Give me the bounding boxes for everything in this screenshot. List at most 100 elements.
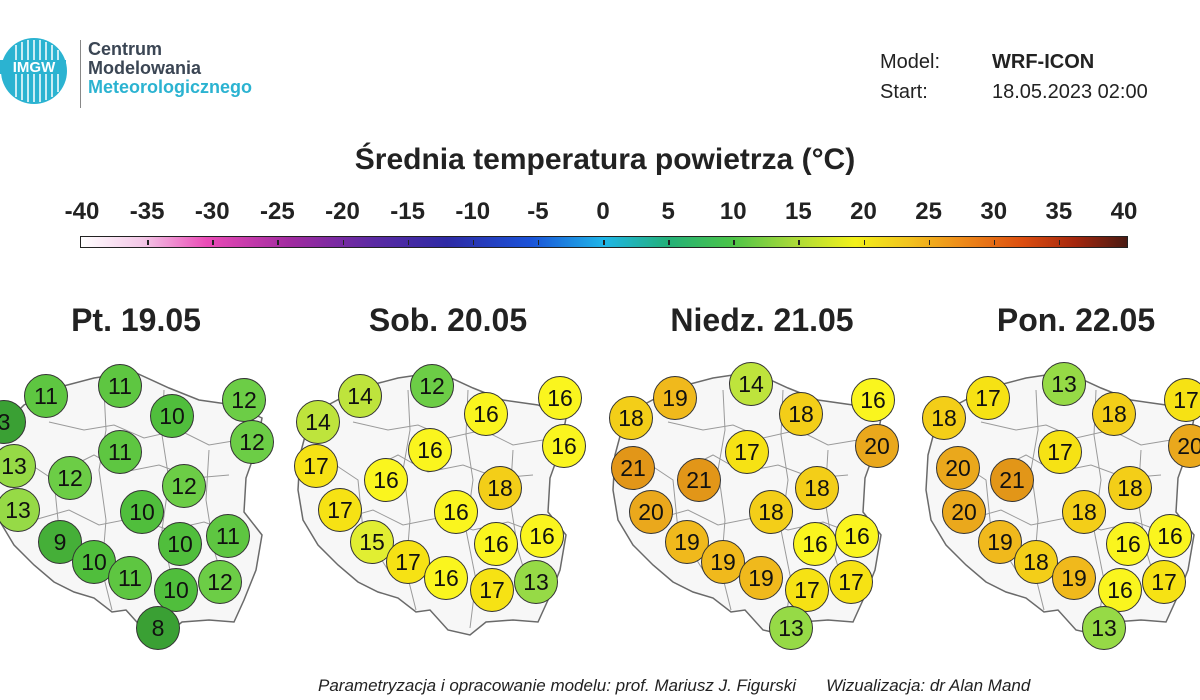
logo-text: IMGW	[13, 59, 56, 76]
scale-tick	[1058, 240, 1061, 245]
temperature-marker: 19	[665, 520, 709, 564]
temperature-marker: 16	[520, 514, 564, 558]
temperature-colorbar	[80, 236, 1128, 248]
logo-emblem: IMGW	[0, 38, 67, 104]
temperature-marker: 18	[609, 396, 653, 440]
scale-tick	[342, 240, 344, 245]
scale-label: 15	[785, 198, 812, 225]
temperature-marker: 13	[0, 488, 40, 532]
org-line-1: Centrum	[88, 39, 163, 59]
scale-label: -15	[390, 198, 425, 225]
scale-label: -30	[194, 198, 230, 225]
start-label: Start:	[880, 81, 928, 103]
scale-tick	[147, 240, 149, 245]
temperature-marker: 13	[1082, 606, 1126, 650]
temperature-marker: 18	[1062, 490, 1106, 534]
temperature-marker: 11	[98, 364, 142, 408]
temperature-marker: 19	[653, 376, 697, 420]
model-value: WRF-ICON	[992, 51, 1095, 73]
temperature-marker: 13	[769, 606, 813, 650]
temperature-marker: 8	[136, 606, 180, 650]
temperature-marker: 18	[478, 466, 522, 510]
temperature-marker: 10	[150, 394, 194, 438]
scale-tick	[537, 240, 540, 245]
temperature-marker: 13	[0, 444, 36, 488]
start-value: 18.05.2023 02:00	[992, 81, 1148, 103]
imgw-logo: IMGW Centrum Modelowania Meteorologiczne…	[0, 36, 300, 116]
scale-label: -35	[129, 198, 165, 225]
scale-label: 10	[719, 198, 747, 225]
credits-visualization: Wizualizacja: dr Alan Mand	[826, 676, 1031, 695]
temperature-marker: 17	[829, 560, 873, 604]
model-label: Model:	[880, 51, 941, 73]
temperature-marker: 17	[470, 568, 514, 612]
temperature-marker: 12	[222, 378, 266, 422]
temperature-marker: 16	[364, 458, 408, 502]
credits-footer: Parametryzacja i opracowanie modelu: pro…	[318, 676, 1030, 696]
scale-label: 20	[850, 198, 877, 225]
temperature-marker: 17	[1142, 560, 1186, 604]
temperature-marker: 14	[296, 400, 340, 444]
scale-label: -20	[325, 198, 360, 225]
temperature-marker: 16	[424, 556, 468, 600]
temperature-marker: 16	[793, 522, 837, 566]
day-title-2: Sob. 20.05	[368, 302, 528, 338]
temperature-marker: 14	[338, 374, 382, 418]
day-title-3: Niedz. 21.05	[670, 302, 854, 338]
temperature-marker: 17	[386, 540, 430, 584]
temperature-marker: 18	[749, 490, 793, 534]
temperature-marker: 21	[990, 458, 1034, 502]
temperature-marker: 11	[206, 514, 250, 558]
temperature-marker: 16	[464, 392, 508, 436]
temperature-marker: 18	[922, 396, 966, 440]
scale-label: -5	[527, 198, 549, 225]
temperature-marker: 13	[514, 560, 558, 604]
temperature-marker: 16	[1106, 522, 1150, 566]
scale-label: -40	[64, 198, 100, 225]
temperature-marker: 16	[1098, 568, 1142, 612]
scale-tick	[407, 240, 410, 245]
scale-label: 5	[661, 198, 675, 225]
temperature-marker: 11	[108, 556, 152, 600]
temperature-marker: 19	[701, 540, 745, 584]
temperature-marker: 17	[318, 488, 362, 532]
scale-label: 30	[980, 198, 1008, 225]
scale-tick	[472, 240, 475, 245]
temperature-marker: 20	[936, 446, 980, 490]
temperature-marker: 18	[795, 466, 839, 510]
logo-divider	[80, 40, 81, 108]
temperature-marker: 13	[1042, 362, 1086, 406]
scale-label: 35	[1045, 198, 1073, 225]
temperature-marker: 17	[785, 568, 829, 612]
temperature-marker: 20	[1168, 424, 1200, 468]
temperature-marker: 16	[851, 378, 895, 422]
temperature-marker: 10	[120, 490, 164, 534]
scale-tick	[863, 240, 865, 245]
temperature-marker: 16	[835, 514, 879, 558]
temperature-marker: 19	[1052, 556, 1096, 600]
temperature-marker: 11	[98, 430, 142, 474]
temperature-marker: 16	[538, 376, 582, 420]
temperature-marker: 17	[294, 444, 338, 488]
scale-tick	[993, 240, 996, 245]
scale-tick	[212, 240, 214, 245]
model-info: Model: WRF-ICON Start: 18.05.2023 02:00	[880, 47, 1148, 107]
temperature-marker: 16	[1148, 514, 1192, 558]
temperature-marker: 16	[474, 522, 518, 566]
temperature-marker: 12	[230, 420, 274, 464]
scale-label: 25	[915, 198, 942, 225]
temperature-marker: 14	[729, 362, 773, 406]
scale-tick	[733, 240, 735, 245]
credits-model: Parametryzacja i opracowanie modelu: pro…	[318, 676, 797, 695]
temperature-marker: 18	[779, 392, 823, 436]
scale-tick	[798, 240, 800, 245]
temperature-marker: 12	[198, 560, 242, 604]
temperature-marker: 18	[1092, 392, 1136, 436]
temperature-scale-labels: -40 -35 -30 -25 -20 -15 -10 -5 0 5 10 15 20 25 30 35 40	[0, 198, 1200, 232]
scale-label: -10	[455, 198, 491, 225]
temperature-marker: 16	[434, 490, 478, 534]
map-title: Średnia temperatura powietrza (°C)	[354, 143, 856, 176]
temperature-marker: 20	[855, 424, 899, 468]
org-line-3: Meteorologicznego	[88, 77, 253, 97]
temperature-marker: 16	[542, 424, 586, 468]
